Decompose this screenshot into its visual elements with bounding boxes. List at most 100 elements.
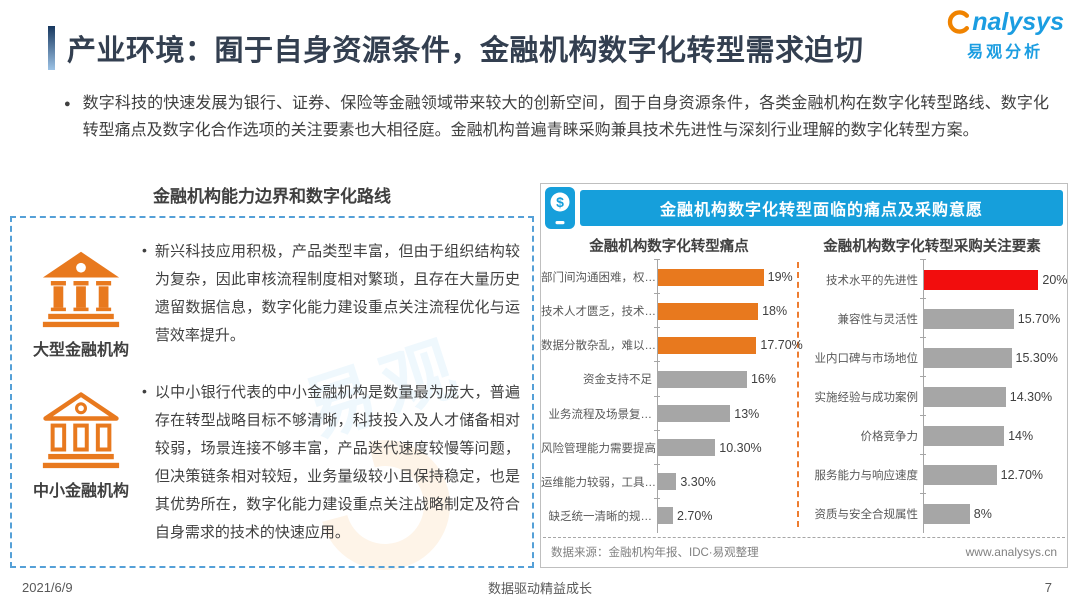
bar-axis-area: 20% — [920, 259, 1067, 299]
bar-value-label: 18% — [762, 304, 788, 319]
footer-date: 2021/6/9 — [22, 580, 73, 595]
chart-row: 运维能力较弱，工具… 3.30% — [541, 463, 797, 499]
bar — [658, 370, 747, 388]
bar-axis-area: 3.30% — [654, 463, 797, 499]
footer-page-number: 7 — [1044, 580, 1052, 595]
bar-value-label: 3.30% — [680, 474, 716, 489]
bar-value-label: 12.70% — [1000, 467, 1044, 482]
institution-row-large: 大型金融机构 • 新兴科技应用积极，产品类型丰富，但由于组织结构较为复杂，因此审… — [20, 238, 524, 360]
pain-points-chart: 部门间沟通困难，权… 19% 技术人才匮乏，技术… 18% 数据分散杂乱，难以… 17.7… — [541, 258, 803, 533]
bar-category-label: 业内口碑与市场地位 — [814, 352, 919, 365]
bar — [658, 507, 673, 525]
footer-slogan: 数据驱动精益成长 — [487, 581, 592, 596]
chart-row: 价格竞争力 14% — [799, 415, 1067, 455]
svg-text:$: $ — [556, 194, 564, 210]
bar — [658, 405, 731, 423]
bar — [924, 386, 1006, 407]
institution-label: 大型金融机构 — [32, 341, 129, 359]
right-panel-banner: 金融机构数字化转型面临的痛点及采购意愿 — [580, 190, 1063, 226]
chart2-title: 金融机构数字化转型采购关注要素 — [823, 239, 1041, 255]
bar-axis-area: 16% — [654, 361, 797, 397]
bar — [658, 268, 764, 286]
bar-value-label: 14% — [1008, 428, 1034, 443]
bar — [924, 503, 970, 524]
bar — [924, 464, 997, 485]
bar-category-label: 风险管理能力需要提高 — [541, 442, 656, 455]
institution-label: 中小金融机构 — [32, 482, 129, 500]
logo-wordmark: nalysys — [946, 8, 1064, 37]
bar-category-label: 兼容性与灵活性 — [837, 313, 919, 326]
chart-row: 风险管理能力需要提高 10.30% — [541, 429, 797, 465]
bar — [924, 269, 1039, 290]
bar-value-label: 14.30% — [1009, 389, 1053, 404]
chart-row: 技术水平的先进性 20% — [799, 259, 1067, 299]
bar — [924, 425, 1005, 446]
bar-category-label: 实施经验与成功案例 — [814, 391, 919, 404]
intro-paragraph: ● 数字科技的快速发展为银行、证券、保险等金融领域带来较大的创新空间，囿于自身资… — [64, 90, 1049, 144]
logo-cn-text: 易观分析 — [967, 44, 1044, 61]
bar — [658, 336, 757, 354]
sub-bullet: • — [142, 382, 147, 399]
institution-icon-col: 中小金融机构 — [20, 379, 142, 501]
bank-filled-icon — [42, 251, 120, 327]
source-row: 数据来源：金融机构年报、IDC·易观整理 www.analysys.cn — [543, 537, 1065, 567]
chart-titles-row: 金融机构数字化转型痛点 金融机构数字化转型采购关注要素 — [541, 235, 1067, 256]
header: 产业环境：囿于自身资源条件，金融机构数字化转型需求迫切 — [48, 26, 864, 70]
intro-text: 数字科技的快速发展为银行、证券、保险等金融领域带来较大的创新空间，囿于自身资源条… — [82, 95, 1049, 139]
bar-category-label: 部门间沟通困难，权… — [541, 272, 656, 285]
bar-category-label: 运维能力较弱，工具… — [541, 476, 656, 489]
bar-category-label: 服务能力与响应速度 — [814, 469, 919, 482]
bar-axis-area: 8% — [920, 493, 1067, 533]
bar-category-label: 技术人才匮乏，技术… — [541, 306, 656, 319]
bar — [658, 302, 759, 320]
bar-category-label: 缺乏统一清晰的规… — [548, 510, 653, 523]
chart-row: 服务能力与响应速度 12.70% — [799, 454, 1067, 494]
chart-row: 兼容性与灵活性 15.70% — [799, 298, 1067, 338]
institution-icon-col: 大型金融机构 — [20, 238, 142, 360]
bar-axis-area: 2.70% — [654, 497, 797, 533]
data-source-text: 数据来源：金融机构年报、IDC·易观整理 — [551, 547, 759, 559]
purchase-factors-chart: 技术水平的先进性 20% 兼容性与灵活性 15.70% 业内口碑与市场地位 15.30% 实… — [799, 259, 1067, 533]
chart-row: 数据分散杂乱，难以… 17.70% — [541, 327, 803, 363]
bar-axis-area: 15.70% — [920, 298, 1067, 338]
left-panel: 大型金融机构 • 新兴科技应用积极，产品类型丰富，但由于组织结构较为复杂，因此审… — [10, 216, 534, 568]
bar — [924, 347, 1012, 368]
page-title: 产业环境：囿于自身资源条件，金融机构数字化转型需求迫切 — [67, 35, 864, 67]
institution-text: 以中小银行代表的中小金融机构是数量最为庞大，普遍存在转型战略目标不够清晰，科技投… — [154, 383, 520, 541]
bar-value-label: 8% — [973, 506, 992, 521]
footer: 2021/6/9 数据驱动精益成长 7 — [0, 578, 1080, 597]
mobile-payment-icon: $ — [545, 187, 575, 229]
analysys-logo: nalysys 易观分析 — [946, 8, 1064, 62]
institution-desc: • 以中小银行代表的中小金融机构是数量最为庞大，普遍存在转型战略目标不够清晰，科… — [142, 379, 524, 547]
bar-value-label: 17.70% — [760, 338, 803, 353]
left-panel-title: 金融机构能力边界和数字化路线 — [153, 187, 391, 206]
bar — [924, 308, 1014, 329]
bar-category-label: 技术水平的先进性 — [826, 274, 918, 287]
website-link[interactable]: www.analysys.cn — [965, 545, 1057, 559]
institution-row-small: 中小金融机构 • 以中小银行代表的中小金融机构是数量最为庞大，普遍存在转型战略目… — [20, 379, 524, 547]
chart-row: 部门间沟通困难，权… 19% — [541, 258, 797, 295]
bar-axis-area: 10.30% — [654, 429, 797, 465]
bar-value-label: 2.70% — [677, 508, 713, 523]
sub-bullet: • — [142, 241, 147, 258]
bar-value-label: 15.70% — [1017, 311, 1061, 326]
chart-row: 技术人才匮乏，技术… 18% — [541, 293, 797, 329]
institution-desc: • 新兴科技应用积极，产品类型丰富，但由于组织结构较为复杂，因此审核流程制度相对… — [142, 238, 524, 350]
bank-outline-icon — [42, 391, 120, 468]
logo-brand-text: nalysys — [972, 8, 1064, 36]
bar-axis-area: 13% — [654, 395, 797, 431]
bar-category-label: 资金支持不足 — [583, 374, 652, 387]
bar — [658, 439, 716, 457]
institution-text: 新兴科技应用积极，产品类型丰富，但由于组织结构较为复杂，因此审核流程制度相对繁琐… — [154, 242, 520, 344]
bar-value-label: 16% — [750, 372, 776, 387]
charts-wrap: 部门间沟通困难，权… 19% 技术人才匮乏，技术… 18% 数据分散杂乱，难以… 17.7… — [541, 258, 1067, 533]
chart-row: 业务流程及场景复… 13% — [541, 395, 797, 431]
bar-axis-area: 17.70% — [654, 327, 803, 363]
right-panel-header: $ 金融机构数字化转型面临的痛点及采购意愿 — [541, 184, 1067, 231]
chart-row: 实施经验与成功案例 14.30% — [799, 376, 1067, 416]
chart-divider — [797, 262, 799, 527]
bar-value-label: 13% — [734, 406, 760, 421]
bar-value-label: 15.30% — [1015, 350, 1058, 365]
bar-axis-area: 19% — [654, 258, 797, 295]
